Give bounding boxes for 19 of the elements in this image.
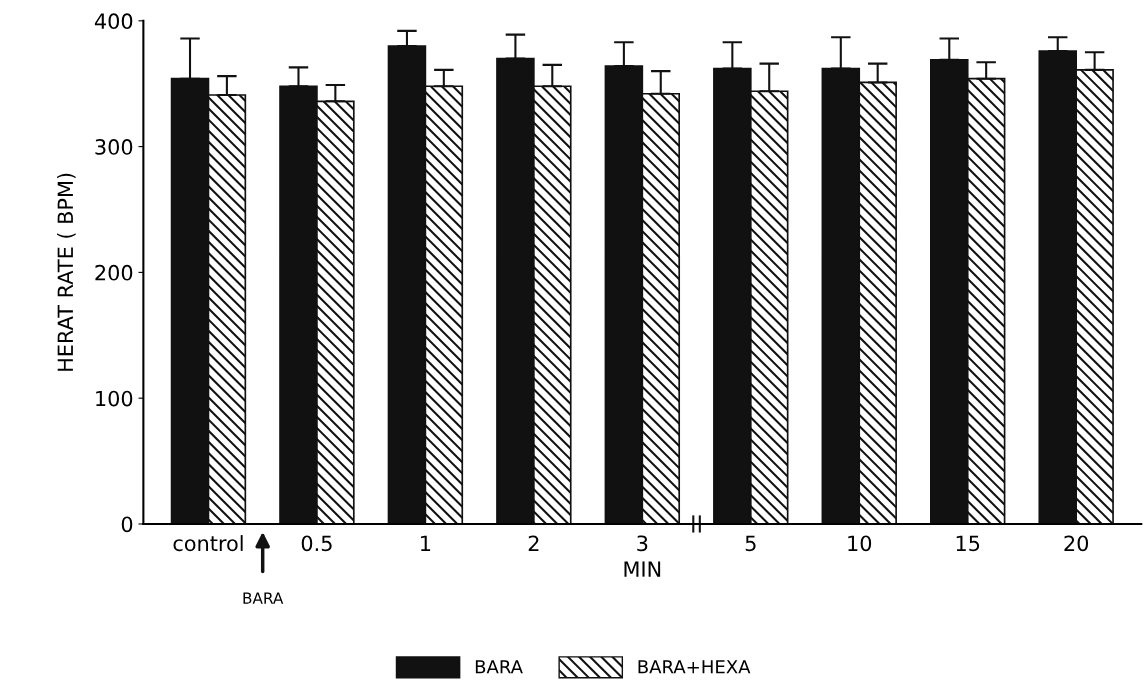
text: BARA bbox=[243, 592, 284, 604]
x-axis-title: MIN bbox=[624, 561, 661, 577]
x-tick-label: 10 bbox=[848, 535, 872, 552]
x-tick-label: 0.5 bbox=[301, 535, 332, 552]
x-tick-label: 3 bbox=[637, 535, 648, 552]
y-tick-label: 300 bbox=[95, 139, 133, 155]
y-tick-label: 400 bbox=[94, 13, 133, 30]
y-axis-title: HERAT RATE ( BPM) bbox=[57, 173, 76, 371]
legend-label: BARA bbox=[475, 660, 523, 674]
x-tick-label: control bbox=[173, 535, 243, 552]
y-tick-label: 200 bbox=[95, 264, 133, 281]
x-tick-label: 15 bbox=[956, 535, 980, 552]
y-tick-label: 0 bbox=[121, 516, 133, 533]
x-tick-label: 20 bbox=[1064, 535, 1089, 552]
x-tick-label: 5 bbox=[745, 535, 756, 552]
x-tick-label: 1 bbox=[421, 535, 431, 551]
x-tick-label: 2 bbox=[528, 535, 539, 551]
legend-label: BARA+HEXA bbox=[638, 660, 751, 674]
y-tick-label: 100 bbox=[96, 390, 133, 407]
